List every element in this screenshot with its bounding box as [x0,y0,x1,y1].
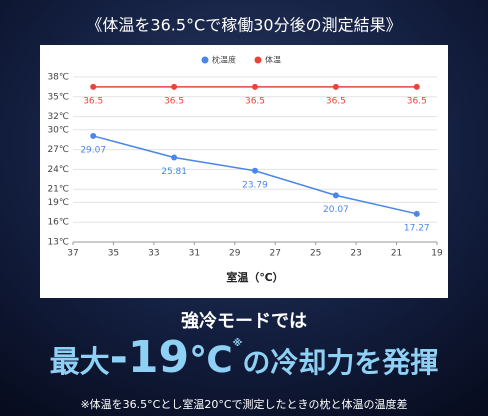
y-tick-label: 24℃ [47,165,69,175]
y-tick-label: 21℃ [47,185,69,195]
y-tick-label: 30℃ [47,125,69,135]
x-tick-label: 27 [269,249,280,259]
x-tick-label: 37 [67,249,78,259]
point [252,83,258,90]
point [413,83,420,90]
y-tick-label: 13℃ [47,238,69,248]
promo-max: 最大 [50,345,110,380]
x-tick-label: 35 [108,249,119,259]
promo-headline: 最大-19℃※の冷却力を発揮 [50,332,439,383]
point [252,167,258,174]
point [171,154,178,161]
y-tick-label: 16℃ [47,218,69,228]
value-label: 36.5 [164,96,184,106]
point [171,83,178,90]
point [332,192,339,199]
x-tick-label: 29 [229,249,241,259]
point [90,83,97,90]
value-label: 23.79 [242,180,268,190]
y-tick-label: 32℃ [47,112,69,122]
value-label: 36.5 [83,96,103,106]
value-label: 29.07 [80,145,106,155]
promo-unit: ℃ [189,340,233,381]
x-tick-label: 25 [310,249,321,259]
legend-swatch [254,56,262,64]
x-axis-label: 室温（℃） [226,270,283,284]
x-tick-label: 33 [148,249,159,259]
y-tick-label: 35℃ [47,92,69,102]
point [90,132,97,139]
x-tick-label: 21 [391,249,402,259]
heading: 《体温を36.5°Cで稼働30分後の測定結果》 [86,16,401,35]
point [413,210,420,217]
value-label: 17.27 [404,223,430,233]
promo-lead: 強冷モードでは [181,310,307,332]
legend-label: 体温 [265,55,281,65]
y-tick-label: 38℃ [47,73,69,83]
promo-number: -19 [110,332,190,383]
y-tick-label: 27℃ [47,145,69,155]
point [332,83,339,90]
legend-label: 枕温度 [212,55,236,65]
value-label: 25.81 [161,167,187,177]
y-tick-label: 19℃ [47,198,69,208]
value-label: 36.5 [407,96,427,106]
chart-panel [40,45,448,298]
value-label: 20.07 [323,205,349,215]
value-label: 36.5 [326,96,346,106]
footnote: ※体温を36.5°Cとし室温20°Cで測定したときの枕と体温の温度差 [80,397,407,411]
x-tick-label: 31 [189,249,200,259]
legend-swatch [201,56,209,64]
value-label: 36.5 [245,96,265,106]
x-tick-label: 23 [350,249,361,259]
promo-mark: ※ [233,337,243,349]
x-tick-label: 19 [431,249,443,259]
promo-rest: の冷却力を発揮 [242,346,438,379]
